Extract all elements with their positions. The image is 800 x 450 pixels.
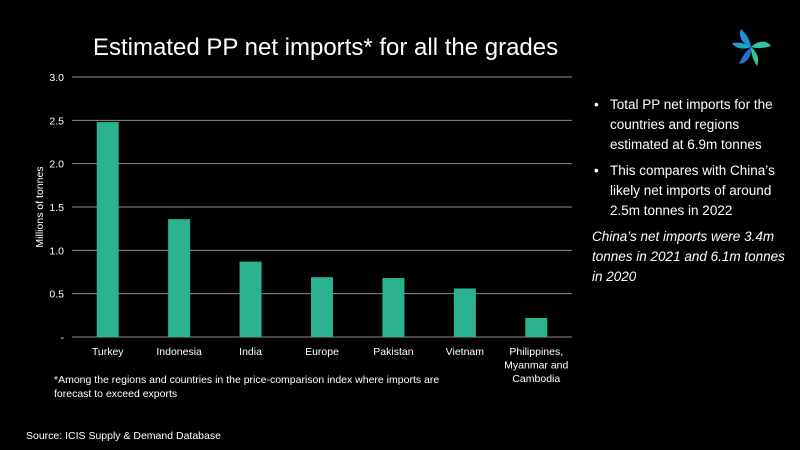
bullet-text: Total PP net imports for the countries a… — [610, 97, 773, 152]
bullet-dot-icon: • — [594, 163, 599, 178]
y-axis-label: Millions of tonnes — [34, 166, 46, 247]
bullet-item: • Total PP net imports for the countries … — [592, 95, 792, 155]
y-tick-label: 1.0 — [49, 245, 64, 257]
x-tick-label: India — [239, 346, 262, 358]
chart-footnote: *Among the regions and countries in the … — [54, 374, 440, 400]
bar — [239, 261, 262, 337]
bullet-list: • Total PP net imports for the countries … — [592, 95, 792, 221]
bullet-dot-icon: • — [594, 97, 599, 112]
y-tick-label: 2.0 — [49, 159, 64, 171]
bar — [525, 317, 548, 337]
x-tick-label: Indonesia — [156, 346, 202, 358]
bullet-text: This compares with China’s likely net im… — [610, 163, 775, 218]
bar — [168, 219, 191, 337]
bar-chart: - 0.5 1.0 1.5 2.0 2.5 3.0 Millions of tonnes Tur… — [34, 72, 572, 385]
bar — [382, 278, 405, 337]
bullet-item: • This compares with China’s likely net i… — [592, 161, 792, 221]
y-tick-label: 1.5 — [49, 202, 64, 214]
x-tick-label: Turkey — [92, 346, 124, 358]
slide-title: Estimated PP net imports* for all the gr… — [93, 34, 559, 61]
icis-pinwheel-logo-icon — [732, 29, 771, 66]
y-tick-label: 2.5 — [49, 115, 64, 127]
bar — [311, 277, 333, 337]
side-panel: • Total PP net imports for the countries … — [592, 95, 792, 287]
x-tick-label: Pakistan — [373, 346, 413, 358]
y-tick-label: 3.0 — [49, 72, 64, 84]
y-tick-label: 0.5 — [49, 289, 64, 301]
side-note: China’s net imports were 3.4m tonnes in … — [592, 229, 785, 284]
bar — [96, 122, 119, 337]
x-tick-label: Vietnam — [446, 346, 485, 358]
y-tick-label: - — [61, 332, 65, 344]
x-tick-label: Europe — [305, 346, 339, 358]
x-tick-label: Philippines, Myanmar and Cambodia — [504, 346, 568, 385]
source-note: Source: ICIS Supply & Demand Database — [26, 430, 221, 442]
bar — [453, 288, 476, 337]
